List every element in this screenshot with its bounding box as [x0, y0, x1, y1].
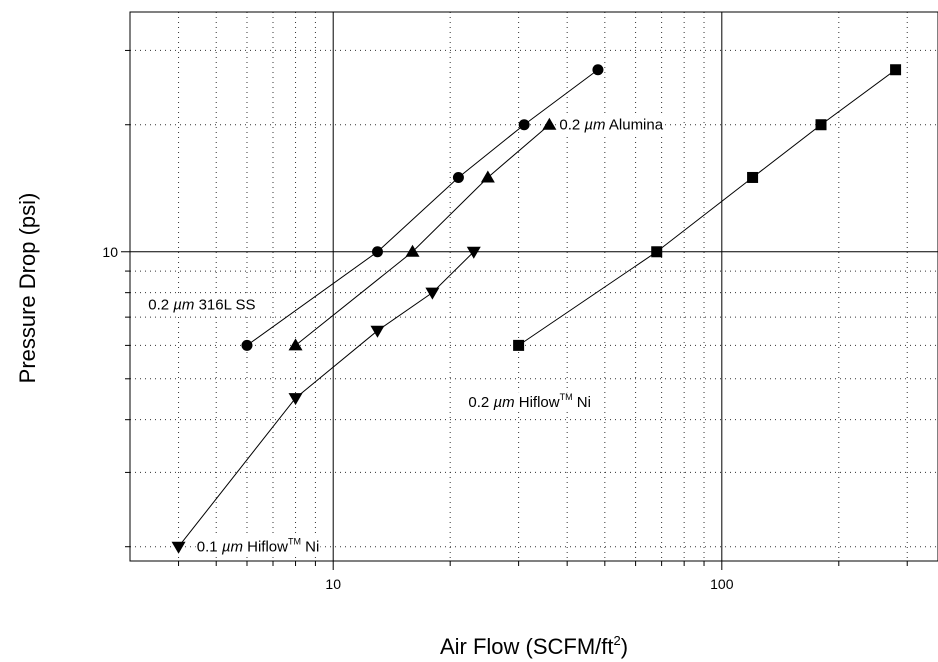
series-line-1: [295, 124, 550, 346]
series-label: 0.2 µm HiflowTM Ni: [468, 392, 591, 411]
series-label-group-1: 0.2 µm Alumina: [558, 116, 665, 134]
data-point-triangle-up: [480, 170, 495, 183]
data-point-square: [890, 64, 902, 76]
series-label-tail: Ni: [301, 539, 319, 556]
data-point-triangle-up: [288, 338, 303, 351]
series-label-group-4: 0.1 µm HiflowTM Ni: [195, 536, 321, 556]
x-axis-title-text: Air Flow (SCFM/ft: [440, 634, 614, 659]
x-tick-label: 10: [325, 576, 341, 592]
series-label-unit: µm: [584, 117, 605, 134]
data-point-triangle-down: [171, 541, 186, 554]
axis-ticks: [121, 49, 908, 570]
series-label-background: [467, 392, 592, 412]
series-label-name: Hiflow: [243, 539, 288, 556]
data-point-square: [747, 171, 759, 183]
y-axis-title: Pressure Drop (psi): [15, 193, 40, 384]
plot-frame: [129, 11, 938, 562]
series-label-unit: µm: [222, 539, 243, 556]
y-tick-labels: 10: [102, 244, 118, 260]
series-label-prefix: 0.1: [197, 539, 222, 556]
data-point-triangle-up: [405, 244, 420, 257]
series-label-group-3: 0.2 µm HiflowTM Ni: [467, 392, 592, 412]
series-label-prefix: 0.2: [559, 117, 584, 134]
data-point-circle: [371, 246, 383, 258]
series-label-background: [195, 536, 321, 556]
data-point-circle: [592, 64, 604, 76]
data-point-circle: [518, 119, 530, 131]
data-point-circle: [241, 339, 253, 351]
x-tick-label: 100: [710, 576, 734, 592]
data-point-square: [651, 246, 663, 258]
data-point-circle: [452, 171, 464, 183]
series-label-name: Alumina: [606, 117, 664, 134]
series-label-unit: µm: [493, 394, 514, 411]
series-label-trademark: TM: [288, 537, 301, 547]
data-point-triangle-down: [370, 325, 385, 338]
x-tick-labels: 10 100: [325, 576, 733, 592]
series-label-prefix: 0.2: [468, 394, 493, 411]
series-label-trademark: TM: [560, 392, 573, 402]
data-point-triangle-down: [425, 287, 440, 300]
grid-lines: [130, 12, 938, 561]
data-point-triangle-up: [542, 117, 557, 130]
series-label: 0.1 µm HiflowTM Ni: [197, 537, 320, 556]
series-label-background: [147, 296, 257, 314]
series-label-background: [558, 116, 665, 134]
series-label-unit: µm: [173, 296, 194, 313]
data-point-square: [815, 119, 827, 131]
series-label-group-2: 0.2 µm 316L SS: [147, 296, 257, 314]
series-label-name: 316L SS: [194, 296, 255, 313]
series-label: 0.2 µm 316L SS: [148, 296, 255, 313]
series-label-tail: Ni: [573, 394, 591, 411]
series-label-name: Hiflow: [515, 394, 560, 411]
x-axis-title: Air Flow (SCFM/ft2): [440, 633, 628, 659]
series-label-prefix: 0.2: [148, 296, 173, 313]
x-axis-title-tail: ): [621, 634, 628, 659]
data-markers: [171, 64, 902, 554]
series-label: 0.2 µm Alumina: [559, 117, 663, 134]
data-point-triangle-down: [466, 246, 481, 259]
y-tick-label: 10: [102, 244, 118, 260]
data-point-triangle-down: [288, 393, 303, 406]
data-point-square: [513, 339, 525, 351]
x-axis-title-superscript: 2: [614, 633, 621, 648]
